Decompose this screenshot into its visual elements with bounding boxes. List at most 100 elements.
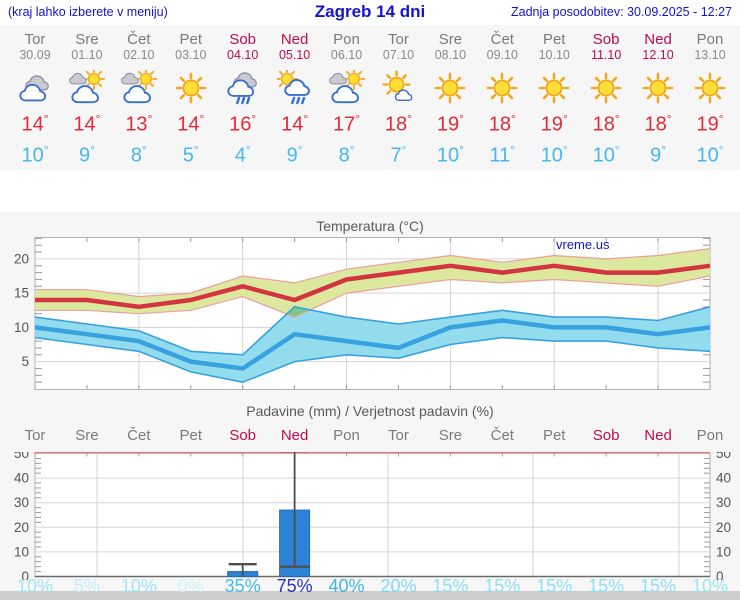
header: (kraj lahko izberete v meniju) Zagreb 14… (0, 0, 740, 25)
day-date: 13.10 (694, 48, 726, 62)
max-temperature-value: 14° (21, 112, 49, 136)
precip-day-label: Čet (490, 427, 514, 444)
day-date: 03.10 (175, 48, 207, 62)
forecast-day-column: Pet 10.10 19° 10° (528, 25, 581, 168)
precip-day-label: Pet (542, 427, 566, 444)
day-name: Sre (438, 31, 463, 48)
precipitation-probability: 35% (224, 576, 261, 596)
y-axis-label: 30 (14, 495, 29, 510)
min-temperature-value: 10° (436, 142, 464, 167)
day-name: Tor (24, 31, 46, 48)
day-name: Pon (333, 31, 360, 48)
max-temperature-value: 18° (384, 112, 412, 136)
y-axis-label: 40 (14, 471, 29, 486)
y-axis-label: 10 (14, 320, 29, 335)
day-date: 10.10 (538, 48, 570, 62)
forecast-day-column: Ned 12.10 18° 9° (632, 25, 685, 168)
y-axis-label: 20 (14, 520, 29, 535)
min-temperature-value: 4° (234, 142, 251, 167)
y-axis-label: 10 (14, 544, 29, 559)
min-temperature-value: 10° (21, 142, 49, 167)
max-temperature-value: 14° (177, 112, 205, 136)
forecast-day-column: Tor 07.10 18° 7° (372, 25, 425, 168)
precipitation-probability: 10% (691, 576, 729, 596)
y-axis-label: 50 (14, 452, 29, 461)
precip-day-label: Tor (388, 427, 409, 444)
precipitation-probability: 75% (276, 576, 313, 596)
weather-icon-sunny (588, 70, 624, 106)
forecast-day-column: Čet 09.10 18° 11° (476, 25, 529, 168)
max-temperature-value: 18° (592, 112, 620, 136)
precip-day-label: Ned (280, 427, 309, 444)
precip-day-label: Ned (644, 427, 672, 444)
weather-icon-sunny (432, 70, 468, 106)
precip-day-label: Tor (24, 427, 46, 444)
band-edge (35, 248, 711, 298)
min-temperature-value: 11° (489, 142, 516, 167)
weather-icon-sun-rain (277, 70, 313, 106)
watermark-link[interactable]: vreme.us (556, 237, 610, 252)
forecast-day-column: Čet 02.10 13° 8° (112, 25, 165, 168)
forecast-day-column: Sre 08.10 19° 10° (424, 25, 477, 168)
max-temperature-value: 18° (488, 112, 516, 136)
max-temperature-value: 14° (281, 112, 309, 136)
forecast-strip: Tor 30.09 14° 10° Sre 01.10 14° 9° Čet 0… (0, 25, 740, 170)
y-axis-label: 30 (716, 495, 731, 510)
max-temperature-value: 17° (333, 112, 361, 136)
weather-icon-sunny (484, 70, 520, 106)
precipitation-probability: 15% (536, 576, 573, 596)
day-date: 04.10 (227, 48, 259, 62)
temperature-chart-title: Temperatura (°C) (316, 218, 424, 234)
min-temperature-value: 9° (286, 142, 303, 167)
precip-day-label: Sob (592, 427, 620, 444)
forecast-day-column: Sob 11.10 18° 10° (580, 25, 633, 168)
min-temperature-value: 7° (390, 142, 407, 167)
day-name: Pet (179, 31, 203, 48)
y-axis-label: 20 (716, 520, 731, 535)
y-axis-label: 10 (716, 544, 731, 559)
forecast-day-column: Sob 04.10 16° 4° (216, 25, 269, 168)
y-axis-label: 40 (716, 471, 731, 486)
bottom-divider (0, 591, 740, 600)
max-temperature-value: 13° (125, 112, 153, 136)
day-date: 12.10 (642, 48, 674, 62)
day-date: 07.10 (382, 48, 415, 62)
precipitation-chart-title: Padavine (mm) / Verjetnost padavin (%) (246, 403, 494, 419)
precipitation-probability: 15% (432, 576, 469, 596)
day-name: Sre (75, 31, 99, 48)
last-update-text: Zadnja posodobitev: 30.09.2025 - 12:27 (510, 5, 732, 19)
min-temperature-value: 8° (130, 142, 147, 167)
day-date: 02.10 (123, 48, 155, 62)
precipitation-probability: 15% (484, 576, 521, 596)
day-name: Čet (490, 31, 514, 48)
weather-icon-sunny (173, 70, 209, 106)
max-temperature-value: 18° (644, 112, 672, 136)
min-temperature-value: 5° (182, 142, 199, 167)
day-name: Sob (229, 31, 257, 48)
weather-icon-partly-cloudy (69, 70, 105, 106)
precip-day-label: Sre (438, 427, 463, 444)
day-name: Ned (644, 31, 672, 48)
min-temperature-line (34, 318, 711, 371)
precipitation-chart: 0 0 10 10 20 20 30 30 40 40 50 50 (14, 452, 731, 580)
day-date: 08.10 (434, 48, 467, 62)
charts-section: Temperatura (°C) vreme.us 5 10 15 20 Padavi… (0, 212, 740, 600)
weather-icon-partly-cloudy (329, 70, 365, 106)
forecast-day-column: Tor 30.09 14° 10° (9, 25, 62, 168)
min-temperature-value: 8° (338, 142, 355, 167)
precip-day-label: Sob (229, 427, 257, 444)
day-date: 30.09 (19, 48, 51, 62)
max-temperature-value: 14° (73, 112, 101, 136)
day-name: Pon (696, 31, 724, 48)
weather-icon-sunny (640, 70, 676, 106)
day-date: 06.10 (330, 48, 363, 62)
max-temperature-value: 19° (436, 112, 464, 136)
y-axis-label: 15 (14, 286, 29, 301)
band-edge (34, 336, 711, 384)
max-temperature-value: 19° (540, 112, 568, 136)
day-name: Pet (542, 31, 566, 48)
min-temperature-value: 10° (696, 142, 724, 167)
precip-day-label: Čet (127, 427, 151, 444)
band-edge (34, 305, 711, 356)
